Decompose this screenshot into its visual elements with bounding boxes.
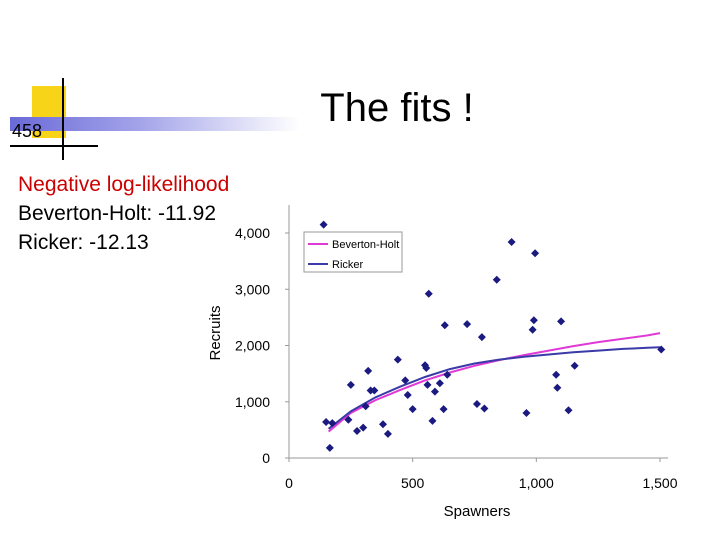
data-point xyxy=(423,380,432,389)
fit-summary-ricker: Ricker: -12.13 xyxy=(18,231,149,254)
data-point xyxy=(408,405,417,414)
data-point xyxy=(370,386,379,395)
fit-summary: Negative log-likelihood Beverton-Holt: -… xyxy=(18,170,229,257)
data-point xyxy=(403,391,412,399)
data-point xyxy=(507,238,516,246)
data-point xyxy=(435,379,444,388)
y-tick-label: 4,000 xyxy=(235,225,270,241)
data-point xyxy=(422,364,431,372)
title-accent-horizontal-line xyxy=(10,145,98,147)
data-point xyxy=(477,333,486,342)
data-point xyxy=(443,370,452,379)
data-point xyxy=(383,429,392,438)
data-point xyxy=(428,416,437,425)
data-point xyxy=(378,420,387,429)
data-point xyxy=(552,370,561,379)
x-axis-label: Spawners xyxy=(444,503,511,520)
slide-number: 458 xyxy=(12,121,43,141)
data-point xyxy=(570,361,579,370)
data-point xyxy=(439,405,448,414)
data-point xyxy=(344,415,353,424)
slide-title: The fits ! xyxy=(320,86,474,130)
legend-label-beverton-holt: Beverton-Holt xyxy=(332,239,399,251)
data-point xyxy=(657,345,666,354)
data-point xyxy=(557,317,566,326)
data-point xyxy=(393,355,402,364)
data-point xyxy=(359,423,368,432)
series-line-ricker xyxy=(327,346,661,430)
data-point xyxy=(319,220,328,229)
data-point xyxy=(553,383,562,392)
data-point xyxy=(564,406,573,415)
data-point xyxy=(325,443,334,452)
data-point xyxy=(430,387,439,396)
legend-label-ricker: Ricker xyxy=(332,259,364,271)
y-tick-label: 2,000 xyxy=(235,338,270,354)
data-point xyxy=(480,404,489,413)
data-point xyxy=(522,409,531,417)
series-line-beverton-holt xyxy=(327,332,661,433)
fit-summary-heading: Negative log-likelihood xyxy=(18,173,230,196)
data-point xyxy=(463,320,472,329)
data-point xyxy=(364,366,373,375)
legend-box xyxy=(303,231,403,273)
data-point xyxy=(346,380,355,389)
y-tick-label: 3,000 xyxy=(235,281,270,297)
data-point xyxy=(401,376,410,385)
data-point xyxy=(529,316,538,325)
chart-legend: Beverton-Holt Ricker xyxy=(303,231,403,273)
x-tick-label: 1,000 xyxy=(519,475,554,491)
data-point xyxy=(361,402,370,411)
x-tick-label: 1,500 xyxy=(642,475,677,491)
data-point xyxy=(472,400,481,408)
data-point xyxy=(322,418,331,426)
x-tick-label: 0 xyxy=(285,475,293,491)
x-tick-label: 500 xyxy=(401,475,425,491)
data-point xyxy=(328,419,337,428)
data-point xyxy=(492,275,501,284)
data-point xyxy=(353,427,362,435)
data-point xyxy=(424,289,433,298)
data-point xyxy=(528,325,537,334)
y-axis-label: Recruits xyxy=(207,305,224,360)
y-tick-label: 0 xyxy=(262,450,270,466)
data-point xyxy=(531,249,540,258)
title-accent-vertical-line xyxy=(62,78,64,160)
fit-summary-beverton-holt: Beverton-Holt: -11.92 xyxy=(18,202,217,225)
title-accent-bar xyxy=(10,117,300,131)
y-tick-label: 1,000 xyxy=(235,394,270,410)
data-point xyxy=(440,321,449,330)
